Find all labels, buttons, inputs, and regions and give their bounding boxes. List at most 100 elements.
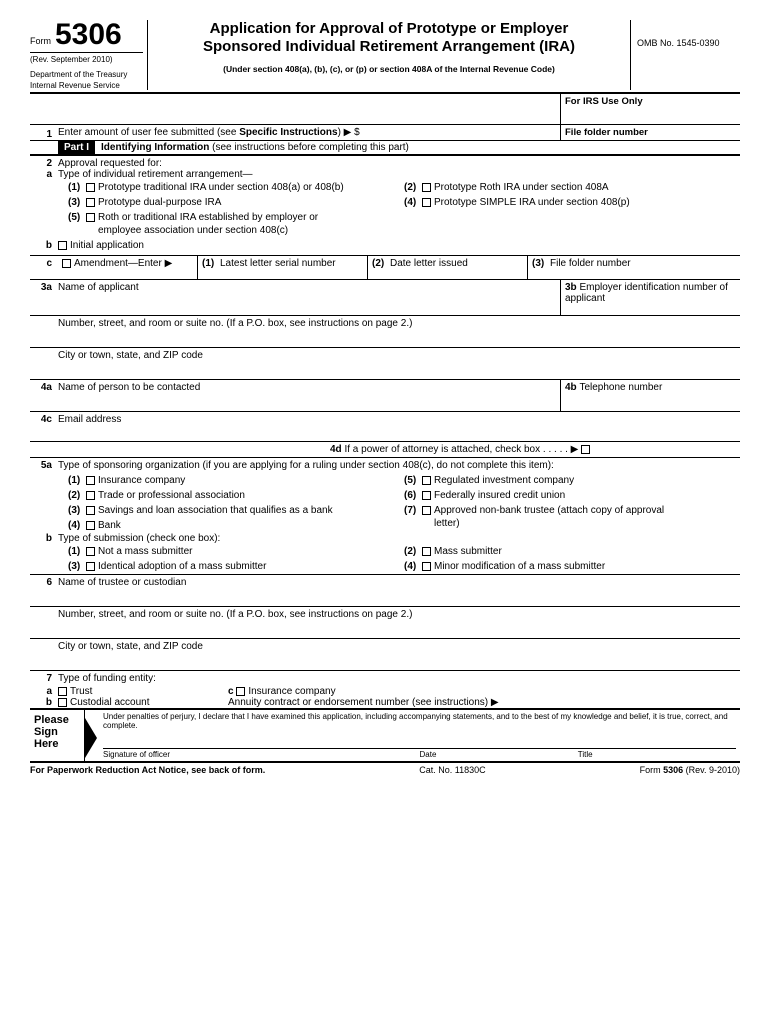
checkbox-opt5[interactable] xyxy=(86,213,95,222)
line7-annuity: Annuity contract or endorsement number (… xyxy=(228,697,740,708)
header-left: Form 5306 (Rev. September 2010) Departme… xyxy=(30,20,148,90)
signature-block: Please Sign Here Under penalties of perj… xyxy=(30,708,740,763)
line3a-text: Name of applicant xyxy=(58,280,560,315)
line2b-letter: b xyxy=(30,240,58,251)
checkbox-5a-2[interactable] xyxy=(86,491,95,500)
5b-s2-num: (2) xyxy=(404,546,422,557)
sign-here: Here xyxy=(34,738,80,750)
part1-title-bold: Identifying Information xyxy=(101,142,209,153)
5a-o3-num: (3) xyxy=(68,505,86,516)
checkbox-custodial[interactable] xyxy=(58,698,67,707)
checkbox-initial-app[interactable] xyxy=(58,241,67,250)
5b-s4: Minor modification of a mass submitter xyxy=(434,561,605,572)
dept-line2: Internal Revenue Service xyxy=(30,81,143,90)
line-6: 6 Name of trustee or custodian xyxy=(30,574,740,606)
5a-o6-num: (6) xyxy=(404,490,422,501)
line4d-num: 4d xyxy=(330,444,342,455)
title-line1: Application for Approval of Prototype or… xyxy=(156,20,622,38)
checkbox-5b-4[interactable] xyxy=(422,562,431,571)
line3-city: City or town, state, and ZIP code xyxy=(58,348,740,379)
c3-text: File folder number xyxy=(550,258,631,269)
5b-s1-num: (1) xyxy=(68,546,86,557)
line7b-text: Custodial account xyxy=(70,697,150,708)
line3b-text: Employer identification number of applic… xyxy=(565,282,728,304)
line3-street: Number, street, and room or suite no. (I… xyxy=(58,316,740,347)
form-word: Form xyxy=(30,36,51,50)
5a-o5-num: (5) xyxy=(404,475,422,486)
checkbox-opt4[interactable] xyxy=(422,198,431,207)
checkbox-poa[interactable] xyxy=(581,445,590,454)
5a-o7b: letter) xyxy=(434,518,460,529)
checkbox-5a-1[interactable] xyxy=(86,476,95,485)
footer-right-a: Form xyxy=(640,765,664,775)
header-title-block: Application for Approval of Prototype or… xyxy=(148,20,630,90)
line5b-text: Type of submission (check one box): xyxy=(58,533,740,544)
checkbox-opt3[interactable] xyxy=(86,198,95,207)
line-2: 2 Approval requested for: a Type of indi… xyxy=(30,156,740,255)
checkbox-trust[interactable] xyxy=(58,687,67,696)
perjury-statement: Under penalties of perjury, I declare th… xyxy=(103,712,736,730)
line-7: 7 Type of funding entity: a Trust c Insu… xyxy=(30,670,740,708)
sig-officer-label: Signature of officer xyxy=(103,749,420,759)
form-header: Form 5306 (Rev. September 2010) Departme… xyxy=(30,20,740,94)
opt2-num: (2) xyxy=(404,182,422,193)
line4d-text: If a power of attorney is attached, chec… xyxy=(344,444,578,455)
opt2-text: Prototype Roth IRA under section 408A xyxy=(434,182,609,193)
line4c-text: Email address xyxy=(58,414,740,439)
5b-s4-num: (4) xyxy=(404,561,422,572)
5b-s3-num: (3) xyxy=(68,561,86,572)
checkbox-opt2[interactable] xyxy=(422,183,431,192)
line6-city-row: City or town, state, and ZIP code xyxy=(30,638,740,670)
line3-city-row: City or town, state, and ZIP code xyxy=(30,347,740,379)
form-number: 5306 xyxy=(55,20,122,50)
line7a-text: Trust xyxy=(70,686,92,697)
irs-use-only-row: For IRS Use Only xyxy=(30,94,740,125)
line3b-num: 3b xyxy=(565,282,577,293)
title-line2: Sponsored Individual Retirement Arrangem… xyxy=(156,38,622,56)
line7c-text: Insurance company xyxy=(248,686,335,697)
checkbox-5a-5[interactable] xyxy=(422,476,431,485)
line2-num: 2 xyxy=(30,158,58,169)
checkbox-opt1[interactable] xyxy=(86,183,95,192)
line1-text: Enter amount of user fee submitted (see … xyxy=(58,125,560,140)
line2-text: Approval requested for: xyxy=(58,158,740,169)
footer-right-c: (Rev. 9-2010) xyxy=(683,765,740,775)
checkbox-5b-1[interactable] xyxy=(86,547,95,556)
sign-please: Please xyxy=(34,714,80,726)
footer-left: For Paperwork Reduction Act Notice, see … xyxy=(30,765,265,775)
checkbox-5b-3[interactable] xyxy=(86,562,95,571)
footer-right-b: 5306 xyxy=(663,765,683,775)
5a-o7a: Approved non-bank trustee (attach copy o… xyxy=(434,505,664,516)
line6-text: Name of trustee or custodian xyxy=(58,575,740,606)
line5a-text: Type of sponsoring organization (if you … xyxy=(58,458,740,473)
line5b-letter: b xyxy=(30,533,58,544)
part1-title-rest: (see instructions before completing this… xyxy=(209,142,409,153)
line2b-text: Initial application xyxy=(70,240,144,251)
opt5-text-a: Roth or traditional IRA established by e… xyxy=(98,212,318,223)
opt5-text-b: employee association under section 408(c… xyxy=(98,225,288,236)
line4a-num: 4a xyxy=(30,380,58,411)
line6-street-row: Number, street, and room or suite no. (I… xyxy=(30,606,740,638)
checkbox-5a-7[interactable] xyxy=(422,506,431,515)
part1-header: Part I Identifying Information (see inst… xyxy=(30,141,740,156)
line7b-letter: b xyxy=(30,697,58,708)
checkbox-amendment[interactable] xyxy=(62,259,71,268)
line7c-letter: c xyxy=(228,686,234,697)
checkbox-5a-3[interactable] xyxy=(86,506,95,515)
checkbox-5a-6[interactable] xyxy=(422,491,431,500)
checkbox-5a-4[interactable] xyxy=(86,521,95,530)
part1-title: Identifying Information (see instruction… xyxy=(95,141,740,154)
5a-o7-num: (7) xyxy=(404,505,422,516)
checkbox-5b-2[interactable] xyxy=(422,547,431,556)
sign-sign: Sign xyxy=(34,726,80,738)
opt5-num: (5) xyxy=(68,212,86,223)
5a-o1-num: (1) xyxy=(68,475,86,486)
line-4a-row: 4a Name of person to be contacted 4b Tel… xyxy=(30,379,740,411)
c2-num: (2) xyxy=(372,258,390,269)
part1-label: Part I xyxy=(58,141,95,154)
c2-text: Date letter issued xyxy=(390,258,468,269)
line7-text: Type of funding entity: xyxy=(58,671,740,686)
sign-arrow-icon xyxy=(85,710,99,761)
checkbox-insurance-co[interactable] xyxy=(236,687,245,696)
line4b-text: Telephone number xyxy=(579,382,662,393)
